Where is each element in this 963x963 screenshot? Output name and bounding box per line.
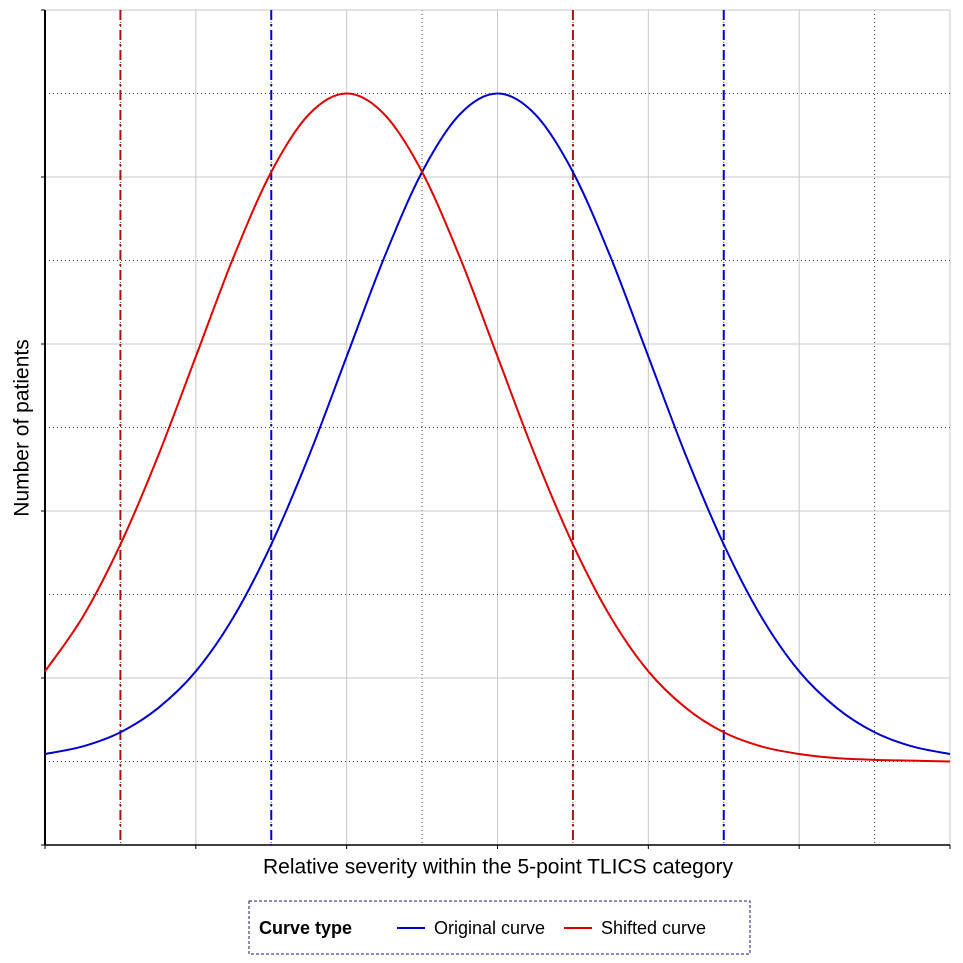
x-axis-title: Relative severity within the 5-point TLI…: [263, 856, 733, 879]
curve: [44, 92, 951, 763]
grid: [41, 9, 951, 849]
legend: Curve type Original curve Shifted curve: [248, 900, 751, 955]
y-axis-title: Number of patients: [11, 339, 34, 516]
curve: [44, 92, 951, 755]
legend-box: [248, 900, 751, 955]
legend-label: Shifted curve: [601, 918, 706, 938]
legend-label: Original curve: [434, 918, 545, 938]
legend-title: Curve type: [259, 918, 352, 938]
